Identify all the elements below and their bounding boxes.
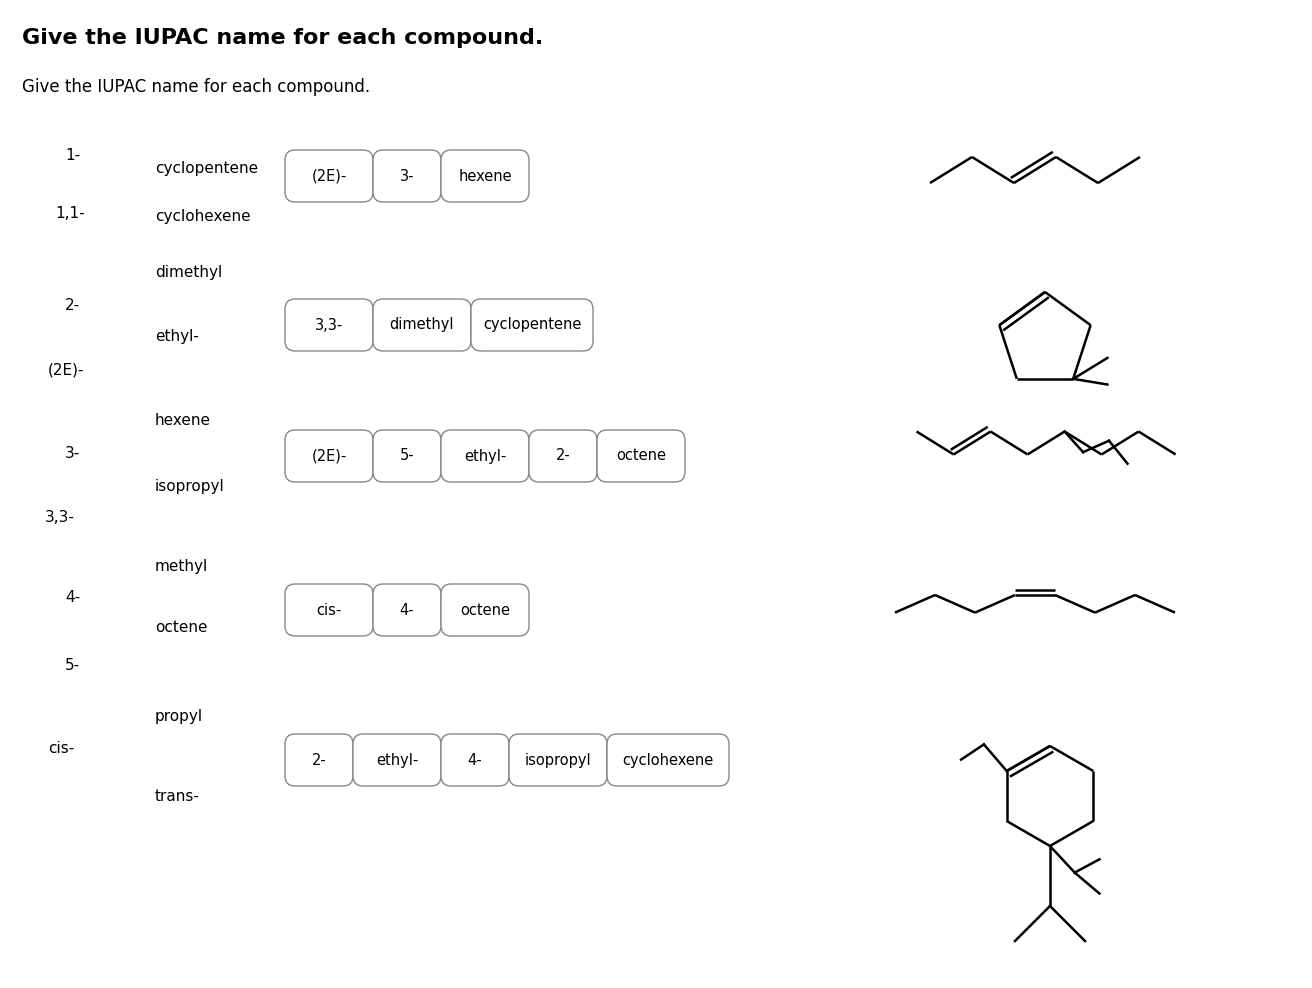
FancyBboxPatch shape [285, 299, 373, 351]
Text: octene: octene [617, 449, 666, 463]
Text: 2-: 2- [555, 449, 571, 463]
FancyBboxPatch shape [607, 734, 729, 786]
FancyBboxPatch shape [471, 299, 593, 351]
Text: 1,1-: 1,1- [55, 206, 85, 220]
FancyBboxPatch shape [285, 584, 373, 636]
Text: cyclohexene: cyclohexene [622, 753, 714, 768]
Text: 3,3-: 3,3- [315, 317, 344, 333]
FancyBboxPatch shape [373, 584, 441, 636]
Text: Give the IUPAC name for each compound.: Give the IUPAC name for each compound. [22, 78, 370, 96]
Text: (2E)-: (2E)- [311, 449, 346, 463]
Text: 4-: 4- [467, 753, 483, 768]
FancyBboxPatch shape [285, 430, 373, 482]
FancyBboxPatch shape [353, 734, 441, 786]
Text: 2-: 2- [66, 297, 80, 312]
Text: cis-: cis- [49, 740, 75, 756]
Text: 3-: 3- [66, 446, 80, 460]
Text: 5-: 5- [400, 449, 415, 463]
Text: 2-: 2- [312, 753, 327, 768]
FancyBboxPatch shape [529, 430, 597, 482]
Text: cyclohexene: cyclohexene [155, 208, 251, 223]
FancyBboxPatch shape [509, 734, 607, 786]
Text: ethyl-: ethyl- [155, 328, 199, 344]
FancyBboxPatch shape [441, 430, 529, 482]
Text: (2E)-: (2E)- [49, 363, 84, 377]
Text: trans-: trans- [155, 788, 199, 803]
FancyBboxPatch shape [441, 584, 529, 636]
FancyBboxPatch shape [441, 150, 529, 202]
Text: 3,3-: 3,3- [45, 511, 75, 526]
Text: 3-: 3- [400, 169, 415, 184]
Text: hexene: hexene [155, 413, 211, 428]
Text: propyl: propyl [155, 708, 203, 723]
FancyBboxPatch shape [373, 150, 441, 202]
Text: ethyl-: ethyl- [464, 449, 506, 463]
Text: methyl: methyl [155, 558, 209, 573]
Text: cyclopentene: cyclopentene [155, 160, 258, 176]
Text: 4-: 4- [400, 603, 415, 618]
Text: octene: octene [461, 603, 510, 618]
Text: 1-: 1- [66, 148, 80, 163]
FancyBboxPatch shape [285, 150, 373, 202]
FancyBboxPatch shape [285, 734, 353, 786]
FancyBboxPatch shape [441, 734, 509, 786]
Text: ethyl-: ethyl- [375, 753, 419, 768]
Text: dimethyl: dimethyl [390, 317, 454, 333]
Text: cyclopentene: cyclopentene [483, 317, 581, 333]
Text: Give the IUPAC name for each compound.: Give the IUPAC name for each compound. [22, 28, 543, 48]
FancyBboxPatch shape [373, 430, 441, 482]
Text: 4-: 4- [66, 591, 80, 606]
Text: 5-: 5- [66, 658, 80, 674]
Text: (2E)-: (2E)- [311, 169, 346, 184]
FancyBboxPatch shape [597, 430, 685, 482]
FancyBboxPatch shape [373, 299, 471, 351]
Text: isopropyl: isopropyl [155, 478, 224, 493]
Text: hexene: hexene [458, 169, 512, 184]
Text: dimethyl: dimethyl [155, 266, 222, 281]
Text: octene: octene [155, 620, 207, 635]
Text: isopropyl: isopropyl [525, 753, 592, 768]
Text: cis-: cis- [316, 603, 341, 618]
